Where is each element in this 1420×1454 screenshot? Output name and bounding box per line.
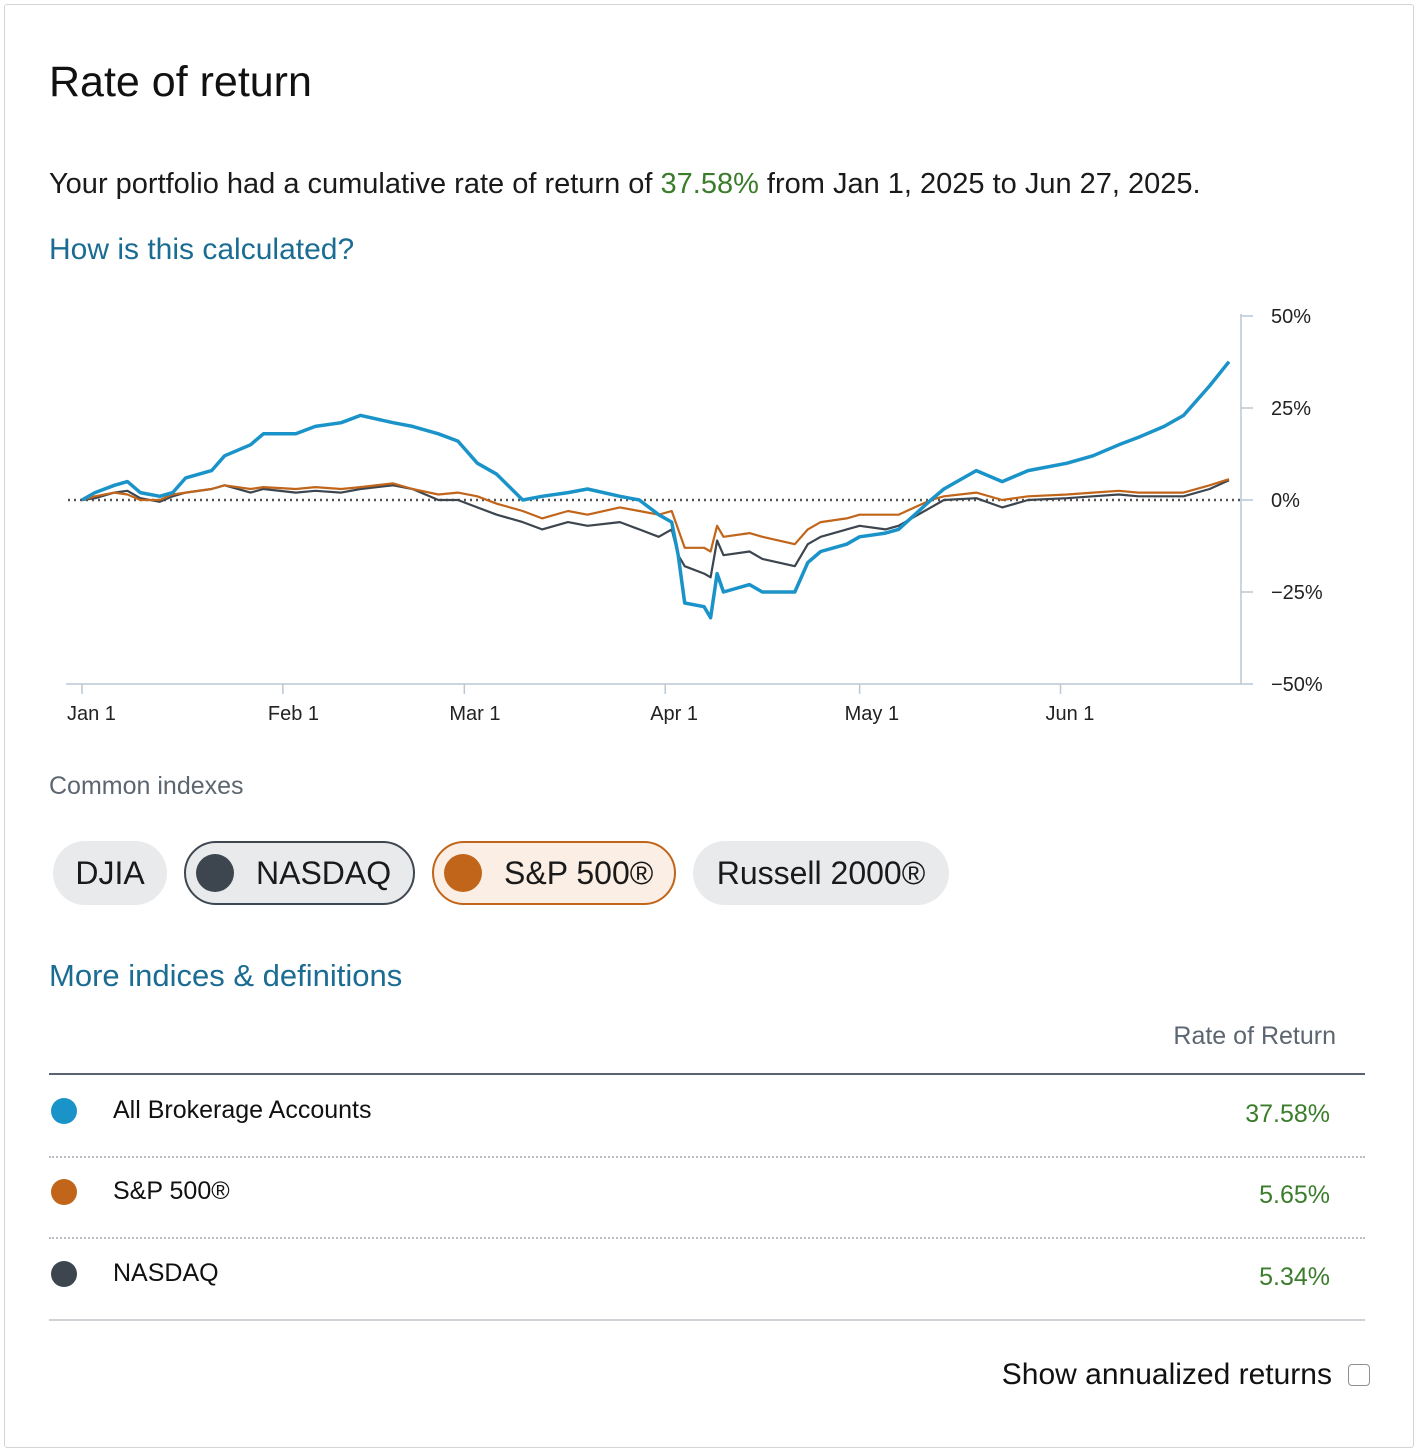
series-line-2 (81, 360, 1231, 620)
table-row: S&P 500® 5.65% (49, 1157, 1365, 1239)
rate-of-return-column-header: Rate of Return (1173, 1022, 1336, 1050)
rate-of-return-chart: 50% 25% 0% −25% −50% Jan 1 Feb 1 Mar 1 Apr 1 May … (66, 306, 1323, 725)
row-name: S&P 500® (113, 1177, 230, 1205)
series-line-1 (81, 478, 1230, 553)
pill-nasdaq-label: NASDAQ (256, 854, 392, 891)
x-tick-label: Apr 1 (650, 703, 698, 725)
legend-dot-icon (51, 1098, 77, 1124)
y-tick-label: 50% (1271, 306, 1311, 328)
pill-djia-label: DJIA (75, 854, 145, 891)
series-line-0 (81, 479, 1230, 579)
pill-sp500-label: S&P 500® (504, 854, 654, 891)
nasdaq-dot-icon (196, 854, 234, 892)
x-tick-label: Jun 1 (1046, 703, 1095, 725)
common-indexes-label: Common indexes (49, 772, 244, 800)
row-name: All Brokerage Accounts (113, 1096, 372, 1124)
x-tick-label: May 1 (845, 703, 899, 725)
pill-russell-label: Russell 2000® (716, 854, 926, 891)
y-tick-label: 25% (1271, 398, 1311, 420)
summary-prefix: Your portfolio had a cumulative rate of … (49, 168, 661, 200)
pill-sp500[interactable]: S&P 500® (432, 841, 676, 905)
row-name: NASDAQ (113, 1259, 219, 1287)
table-top-rule (49, 1073, 1365, 1075)
legend-dot-icon (51, 1261, 77, 1287)
sp500-dot-icon (444, 854, 482, 892)
pill-nasdaq[interactable]: NASDAQ (184, 841, 415, 905)
pill-djia[interactable]: DJIA (53, 841, 167, 905)
annualized-label: Show annualized returns (1001, 1358, 1332, 1391)
summary-suffix: from Jan 1, 2025 to Jun 27, 2025. (758, 168, 1201, 200)
pill-russell-2000[interactable]: Russell 2000® (693, 841, 949, 905)
table-row: All Brokerage Accounts 37.58% (49, 1076, 1365, 1158)
page-title: Rate of return (49, 58, 312, 106)
x-tick-label: Mar 1 (449, 703, 500, 725)
summary-percent: 37.58% (660, 168, 759, 200)
annualized-toggle: Show annualized returns (1002, 1358, 1370, 1392)
x-tick-label: Jan 1 (67, 703, 116, 725)
y-tick-label: −50% (1271, 674, 1323, 696)
x-tick-label: Feb 1 (268, 703, 319, 725)
rate-of-return-card (4, 4, 1414, 1448)
row-value: 37.58% (1245, 1100, 1330, 1128)
how-calculated-link[interactable]: How is this calculated? (49, 233, 355, 266)
annualized-checkbox[interactable] (1348, 1364, 1370, 1386)
more-indices-link[interactable]: More indices & definitions (49, 958, 403, 993)
return-summary: Your portfolio had a cumulative rate of … (49, 168, 1201, 201)
row-value: 5.65% (1259, 1181, 1330, 1209)
table-bottom-rule (49, 1319, 1365, 1321)
table-row: NASDAQ 5.34% (49, 1239, 1365, 1319)
y-tick-label: 0% (1271, 490, 1300, 512)
y-tick-label: −25% (1271, 582, 1323, 604)
row-value: 5.34% (1259, 1263, 1330, 1291)
legend-dot-icon (51, 1179, 77, 1205)
